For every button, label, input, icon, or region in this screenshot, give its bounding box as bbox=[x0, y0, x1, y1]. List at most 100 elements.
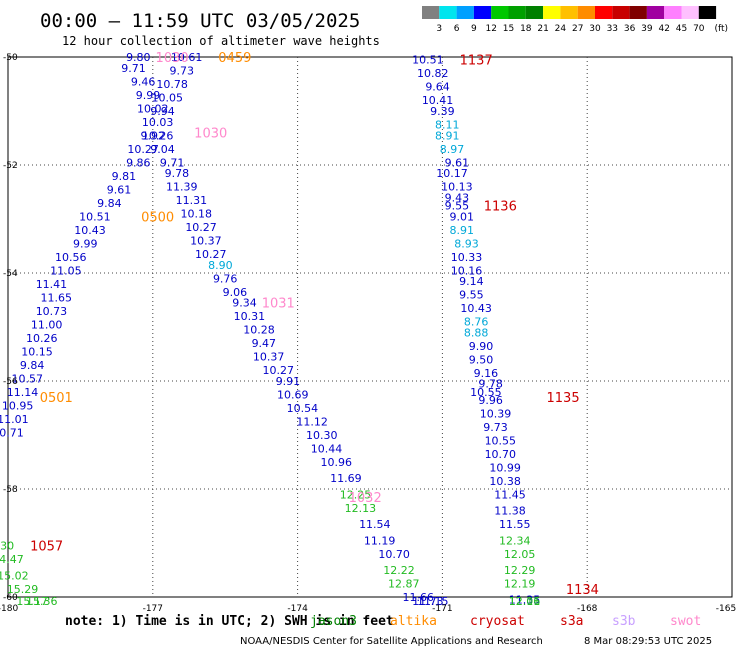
satellite-label: altika bbox=[390, 614, 437, 629]
wave-height-value: 11.15 bbox=[417, 595, 449, 608]
wave-height-value: 10.37 bbox=[253, 351, 285, 364]
wave-height-value: 9.71 bbox=[121, 62, 146, 75]
wave-height-value: 9.16 bbox=[474, 367, 499, 380]
legend-label: 30 bbox=[589, 24, 601, 34]
wave-height-value: 11.39 bbox=[166, 181, 198, 194]
wave-height-value: 9.73 bbox=[483, 421, 508, 434]
wave-height-value: 9.91 bbox=[276, 375, 301, 388]
wave-height-value: 9.61 bbox=[107, 183, 132, 196]
wave-height-value: 9.61 bbox=[445, 156, 470, 169]
legend-swatch bbox=[422, 6, 440, 19]
legend-swatch bbox=[629, 6, 647, 19]
wave-height-value: 10.78 bbox=[156, 78, 188, 91]
wave-height-value: 9.99 bbox=[73, 237, 98, 250]
wave-height-value: 8.90 bbox=[208, 259, 233, 272]
legend-swatch bbox=[456, 6, 474, 19]
wave-height-value: 9.34 bbox=[232, 297, 257, 310]
wave-height-value: 10.16 bbox=[451, 264, 483, 277]
legend-label: 27 bbox=[572, 24, 583, 34]
wave-height-value: 10.30 bbox=[306, 429, 338, 442]
wave-height-value: 10.61 bbox=[171, 51, 203, 64]
lat-tick-label: -50 bbox=[3, 53, 18, 63]
pass-time-label: 1135 bbox=[547, 391, 580, 406]
wave-height-value: 10.31 bbox=[234, 310, 266, 323]
satellite-label: jason3 bbox=[310, 614, 357, 629]
map-title: 00:00 – 11:59 UTC 03/05/2025 bbox=[40, 10, 360, 32]
wave-height-value: 9.84 bbox=[97, 197, 122, 210]
wave-height-value: 10.82 bbox=[417, 67, 449, 80]
legend-label: 36 bbox=[624, 24, 636, 34]
wave-height-value: 11.73 bbox=[412, 595, 444, 608]
wave-height-value: 11.19 bbox=[364, 534, 396, 547]
wave-height-value: 12.13 bbox=[345, 502, 377, 515]
wave-height-value: 11.01 bbox=[0, 413, 29, 426]
legend-swatch bbox=[698, 6, 717, 19]
wave-height-value: 10.54 bbox=[287, 402, 319, 415]
pass-time-label: 1030 bbox=[156, 51, 189, 66]
lon-tick-label: -180 bbox=[0, 604, 18, 614]
wave-height-value: 10.13 bbox=[441, 181, 473, 194]
wave-height-value: 11.45 bbox=[494, 488, 526, 501]
wave-height-value: 11.65 bbox=[41, 291, 73, 304]
wave-height-value: 12.05 bbox=[504, 548, 536, 561]
legend-label: 39 bbox=[641, 24, 653, 34]
wave-height-value: 11.55 bbox=[499, 518, 531, 531]
wave-height-value: 10.27 bbox=[127, 143, 159, 156]
wave-height-value: 10.43 bbox=[460, 302, 492, 315]
wave-height-value: 10.43 bbox=[74, 224, 106, 237]
satellite-legend: jason3 altika cryosat s3a s3b swot bbox=[310, 614, 701, 629]
wave-height-value: 11.05 bbox=[50, 264, 82, 277]
wave-height-value: 10.37 bbox=[190, 235, 222, 248]
wave-height-value: 10.51 bbox=[412, 54, 444, 67]
pass-time-label: 1032 bbox=[349, 491, 382, 506]
wave-height-value: 12.25 bbox=[340, 488, 372, 501]
wave-height-value: 8.76 bbox=[464, 316, 489, 329]
wave-height-value: 9.43 bbox=[445, 191, 470, 204]
wave-height-value: 10.27 bbox=[263, 364, 295, 377]
wave-height-value: 10.27 bbox=[195, 248, 227, 261]
wave-height-value: 10.17 bbox=[436, 167, 468, 180]
wave-height-value: 10.96 bbox=[320, 456, 352, 469]
wave-height-value: 9.76 bbox=[213, 272, 238, 285]
satellite-label: s3a bbox=[560, 614, 583, 629]
wave-height-value: 15.29 bbox=[7, 583, 39, 596]
pass-time-label: 0500 bbox=[141, 210, 174, 225]
legend-swatch bbox=[646, 6, 665, 19]
wave-height-value: 9.64 bbox=[425, 81, 450, 94]
wave-height-value: 11.14 bbox=[7, 386, 39, 399]
wave-height-value: 10.69 bbox=[277, 389, 309, 402]
legend-swatch bbox=[612, 6, 630, 19]
wave-height-value: 11.41 bbox=[36, 278, 68, 291]
pass-time-label: 1137 bbox=[460, 54, 493, 69]
wave-height-value: 10.57 bbox=[12, 372, 44, 385]
legend-label: 45 bbox=[676, 24, 687, 34]
wave-height-value: 15.30 bbox=[0, 540, 14, 553]
footer-timestamp: 8 Mar 08:29:53 UTC 2025 bbox=[584, 636, 712, 647]
pass-time-label: 1057 bbox=[30, 540, 63, 555]
wave-height-value: 9.90 bbox=[469, 340, 494, 353]
wave-height-value: 9.14 bbox=[459, 275, 484, 288]
pass-time-label: 1031 bbox=[262, 297, 295, 312]
legend-label: 18 bbox=[520, 24, 532, 34]
pass-time-label: 0501 bbox=[40, 391, 73, 406]
wave-height-value: 10.51 bbox=[79, 210, 111, 223]
wave-height-value: 10.71 bbox=[0, 426, 24, 439]
lon-tick-label: -177 bbox=[143, 604, 163, 614]
wave-height-value: 9.73 bbox=[170, 65, 195, 78]
wave-height-value: 9.06 bbox=[223, 286, 248, 299]
wave-height-value: 10.56 bbox=[55, 251, 87, 264]
wave-height-value: 10.41 bbox=[422, 94, 454, 107]
legend-label: 3 bbox=[436, 24, 442, 34]
legend-label: 21 bbox=[537, 24, 548, 34]
wave-height-value: 9.47 bbox=[252, 337, 277, 350]
legend-swatch bbox=[577, 6, 595, 19]
lon-tick-label: -171 bbox=[432, 604, 452, 614]
wave-height-value: 8.91 bbox=[435, 129, 460, 142]
map-frame bbox=[7, 56, 733, 598]
wave-height-value: 10.99 bbox=[489, 461, 521, 474]
wave-height-value: 12.34 bbox=[499, 534, 531, 547]
wave-height-value: 9.99 bbox=[136, 89, 161, 102]
wave-height-value: 10.73 bbox=[36, 305, 68, 318]
wave-height-value: 10.26 bbox=[26, 332, 58, 345]
